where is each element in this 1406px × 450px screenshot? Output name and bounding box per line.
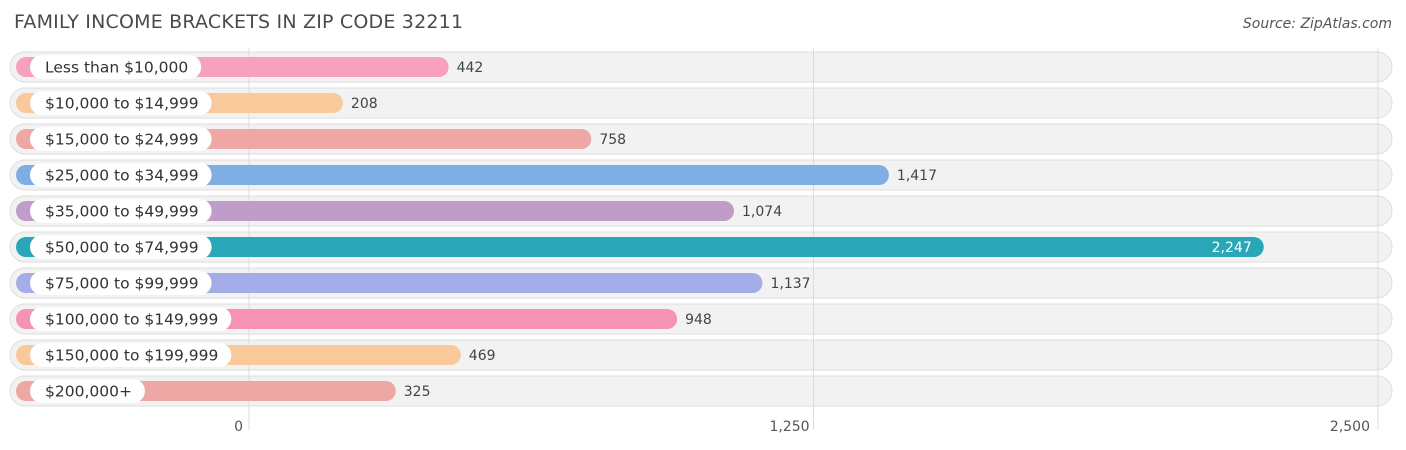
x-tick-label: 2,500 — [1330, 419, 1370, 435]
category-label-pill — [30, 271, 212, 295]
value-label: 469 — [469, 348, 496, 364]
category-label-pill — [30, 379, 145, 403]
x-tick-label: 0 — [234, 419, 243, 435]
category-label-pill — [30, 127, 212, 151]
category-label-pill — [30, 199, 212, 223]
x-tick-label: 1,250 — [769, 419, 809, 435]
value-label: 325 — [404, 384, 431, 400]
category-label-pill — [30, 343, 232, 367]
chart-title: FAMILY INCOME BRACKETS IN ZIP CODE 32211 — [14, 11, 464, 33]
category-label: $75,000 to $99,999 — [45, 275, 199, 293]
value-label: 1,074 — [742, 204, 782, 220]
category-label-pill — [30, 91, 212, 115]
category-label: $50,000 to $74,999 — [45, 239, 199, 257]
category-label: $200,000+ — [45, 383, 132, 401]
category-label-pill — [30, 163, 212, 187]
category-label-pill — [30, 235, 212, 259]
category-label: $150,000 to $199,999 — [45, 347, 218, 365]
category-label-pill — [30, 307, 232, 331]
category-label: $10,000 to $14,999 — [45, 95, 199, 113]
value-label: 442 — [457, 60, 484, 76]
category-label: Less than $10,000 — [45, 59, 188, 77]
category-label: $35,000 to $49,999 — [45, 203, 199, 221]
bar — [16, 165, 889, 185]
value-label: 948 — [685, 312, 712, 328]
value-label: 208 — [351, 96, 378, 112]
value-label: 2,247 — [1212, 240, 1252, 256]
bar — [16, 237, 1264, 257]
chart-source: Source: ZipAtlas.com — [1242, 16, 1392, 32]
category-label: $100,000 to $149,999 — [45, 311, 218, 329]
value-label: 1,137 — [770, 276, 810, 292]
value-label: 758 — [599, 132, 626, 148]
bar-track — [9, 87, 1393, 119]
category-label: $15,000 to $24,999 — [45, 131, 199, 149]
value-label: 1,417 — [897, 168, 937, 184]
category-label: $25,000 to $34,999 — [45, 167, 199, 185]
category-label-pill — [30, 55, 202, 79]
